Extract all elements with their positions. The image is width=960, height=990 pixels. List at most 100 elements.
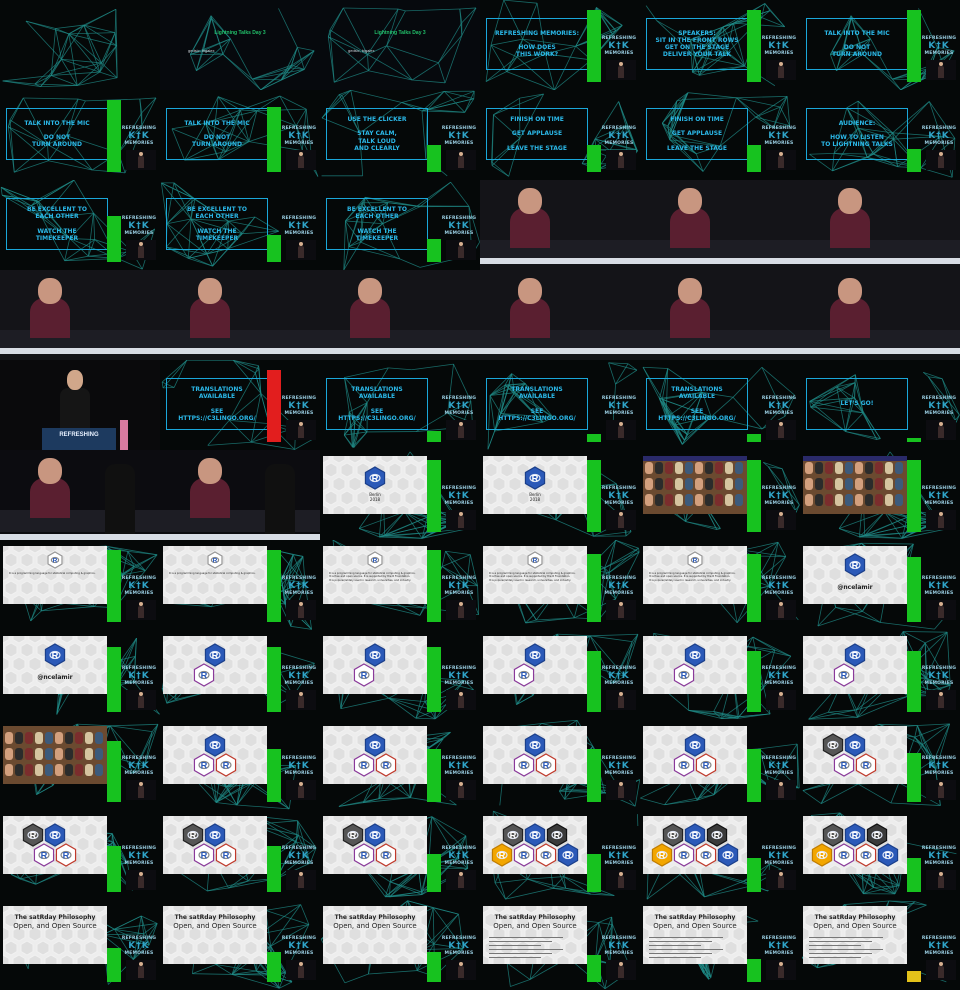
thumbnail-tile[interactable]: REFRESHING K†K MEMORIES: [800, 450, 960, 540]
thumbnail-tile[interactable]: REFRESHING: [0, 360, 160, 450]
presenter-head: [38, 278, 62, 304]
thumbnail-tile[interactable]: TALK INTO THE MIC DO NOT TURN AROUND REFR…: [0, 90, 160, 180]
thumbnail-tile[interactable]: [0, 0, 160, 90]
thumbnail-tile[interactable]: R R R R REFRESHING K†K MEMORIES: [320, 810, 480, 900]
thumbnail-tile[interactable]: [640, 270, 800, 360]
thumbnail-tile[interactable]: The satRday Philosophy Open, and Open Sou…: [320, 900, 480, 990]
logo-top-text: REFRESHING: [441, 126, 477, 131]
stage-scene: [640, 180, 800, 270]
thumbnail-tile[interactable]: R R REFRESHING K†K MEMORIES: [320, 630, 480, 720]
talk-subtitle: gedsic, bigalex: [188, 48, 215, 53]
event-logo: REFRESHING K†K MEMORIES: [438, 666, 480, 686]
crowd-person: [75, 732, 83, 744]
thumbnail-tile[interactable]: Lightning Talks Day 3 gedsic, bigalex: [160, 0, 320, 90]
crowd-person: [55, 732, 63, 744]
thumbnail-tile[interactable]: REFRESHING K†K MEMORIES: [0, 720, 160, 810]
thumbnail-tile[interactable]: FINISH ON TIME GET APPLAUSE LEAVE THE ST…: [480, 90, 640, 180]
thumbnail-tile[interactable]: [640, 180, 800, 270]
thumbnail-tile[interactable]: R R REFRESHING K†K MEMORIES: [800, 630, 960, 720]
thumbnail-tile[interactable]: R Berlin 2018 REFRESHING K†K MEMORIES: [480, 450, 640, 540]
slide-caption: R is a programming language for statisti…: [169, 572, 256, 575]
crowd-person: [845, 494, 853, 506]
thumbnail-tile[interactable]: [800, 270, 960, 360]
thumbnail-tile[interactable]: R R R REFRESHING K†K MEMORIES: [640, 720, 800, 810]
thumbnail-tile[interactable]: The satRday Philosophy Open, and Open Sou…: [160, 900, 320, 990]
thumbnail-tile[interactable]: BE EXCELLENT TO EACH OTHER WATCH THE TIM…: [0, 180, 160, 270]
thumbnail-tile[interactable]: REFRESHING K†K MEMORIES: [640, 450, 800, 540]
thumbnail-tile[interactable]: R R R R REFRESHING K†K MEMORIES: [0, 810, 160, 900]
thumbnail-tile[interactable]: [0, 450, 160, 540]
thumbnail-tile[interactable]: [800, 180, 960, 270]
logo-top-text: REFRESHING: [601, 756, 637, 761]
thumbnail-tile[interactable]: BE EXCELLENT TO EACH OTHER WATCH THE TIM…: [320, 180, 480, 270]
slide-content: The satRday Philosophy Open, and Open Sou…: [483, 906, 587, 964]
thumbnail-tile[interactable]: The satRday Philosophy Open, and Open Sou…: [800, 900, 960, 990]
speaker-head: [939, 692, 943, 696]
thumbnail-tile[interactable]: R R R REFRESHING K†K MEMORIES: [320, 720, 480, 810]
r-hex-white-icon: R: [673, 843, 695, 867]
thumbnail-tile[interactable]: REFRESHING MEMORIES: HOW DOES THIS WORK?…: [480, 0, 640, 90]
thumbnail-tile[interactable]: R R REFRESHING K†K MEMORIES: [480, 630, 640, 720]
thumbnail-tile[interactable]: R R is a programming language for statist…: [480, 540, 640, 630]
thumbnail-tile[interactable]: R @ncelamir REFRESHING K†K MEMORIES: [800, 540, 960, 630]
thumbnail-tile[interactable]: R R R REFRESHING K†K MEMORIES: [480, 720, 640, 810]
r-hex-white-icon: R: [673, 753, 695, 777]
thumbnail-tile[interactable]: TALK INTO THE MIC DO NOT TURN AROUND REFR…: [800, 0, 960, 90]
thumbnail-tile[interactable]: R R is a programming language for statist…: [0, 540, 160, 630]
thumbnail-tile[interactable]: TRANSLATIONS AVAILABLE SEE https://c3lin…: [320, 360, 480, 450]
thumbnail-tile[interactable]: [480, 180, 640, 270]
thumbnail-tile[interactable]: [480, 270, 640, 360]
thumbnail-tile[interactable]: R R is a programming language for statist…: [640, 540, 800, 630]
thumbnail-tile[interactable]: [0, 270, 160, 360]
thumbnail-tile[interactable]: The satRday Philosophy Open, and Open Sou…: [0, 900, 160, 990]
thumbnail-tile[interactable]: TRANSLATIONS AVAILABLE SEE https://c3lin…: [640, 360, 800, 450]
thumbnail-tile[interactable]: R R R R REFRESHING K†K MEMORIES: [160, 810, 320, 900]
speaker-head: [779, 512, 783, 516]
thumbnail-tile[interactable]: TRANSLATIONS AVAILABLE SEE https://c3lin…: [480, 360, 640, 450]
speaker-pip: [446, 240, 476, 260]
slide-frame: SPEAKERS: SIT IN THE FRONT ROWS GET ON T…: [646, 18, 748, 70]
thumbnail-tile[interactable]: Lightning Talks Day 3 gedsic, bigalex: [320, 0, 480, 90]
thumbnail-tile[interactable]: R R is a programming language for statist…: [320, 540, 480, 630]
thumbnail-tile[interactable]: USE THE CLICKER STAY CALM, TALK LOUD AND…: [320, 90, 480, 180]
speaker-pip: [926, 420, 956, 440]
thumbnail-tile[interactable]: R R R R R R R REFRESHING K†K MEMORIES: [640, 810, 800, 900]
thumbnail-tile[interactable]: SPEAKERS: SIT IN THE FRONT ROWS GET ON T…: [640, 0, 800, 90]
thumbnail-tile[interactable]: BE EXCELLENT TO EACH OTHER WATCH THE TIM…: [160, 180, 320, 270]
logo-bottom-text: MEMORIES: [764, 771, 794, 776]
thumbnail-tile[interactable]: R R R R R R R REFRESHING K†K MEMORIES: [800, 810, 960, 900]
slide-content: R R is a programming language for statist…: [483, 546, 587, 604]
crowd-person: [65, 732, 73, 744]
speaker-pip: [126, 780, 156, 800]
thumbnail-tile[interactable]: LET'S GO! REFRESHING K†K MEMORIES: [800, 360, 960, 450]
thumbnail-tile[interactable]: [320, 270, 480, 360]
thumbnail-tile[interactable]: R Berlin 2018 REFRESHING K†K MEMORIES: [320, 450, 480, 540]
speaker-pip: [606, 420, 636, 440]
speaker-pip: [606, 510, 636, 530]
thumbnail-tile[interactable]: R R is a programming language for statist…: [160, 540, 320, 630]
slide-text: TRANSLATIONS AVAILABLE SEE https://c3lin…: [178, 385, 256, 422]
event-logo: REFRESHING K†K MEMORIES: [438, 216, 480, 236]
thumbnail-tile[interactable]: The satRday Philosophy Open, and Open Sou…: [640, 900, 800, 990]
thumbnail-tile[interactable]: The satRday Philosophy Open, and Open Sou…: [480, 900, 640, 990]
svg-text:R: R: [543, 760, 550, 770]
thumbnail-tile[interactable]: R R R R R R R REFRESHING K†K MEMORIES: [480, 810, 640, 900]
thumbnail-tile[interactable]: R R R REFRESHING K†K MEMORIES: [160, 720, 320, 810]
thumbnail-tile[interactable]: R @ncelamir REFRESHING K†K MEMORIES: [0, 630, 160, 720]
stage-rail: [640, 348, 800, 354]
speaker-body: [778, 156, 784, 168]
thumbnail-tile[interactable]: R R R R REFRESHING K†K MEMORIES: [800, 720, 960, 810]
speaker-body: [938, 786, 944, 798]
thumbnail-tile[interactable]: R R REFRESHING K†K MEMORIES: [160, 630, 320, 720]
thumbnail-tile[interactable]: TALK INTO THE MIC DO NOT TURN AROUND REFR…: [160, 90, 320, 180]
thumbnail-tile[interactable]: TRANSLATIONS AVAILABLE SEE https://c3lin…: [160, 360, 320, 450]
thumbnail-tile[interactable]: R R REFRESHING K†K MEMORIES: [640, 630, 800, 720]
thumbnail-tile[interactable]: FINISH ON TIME GET APPLAUSE LEAVE THE ST…: [640, 90, 800, 180]
thumbnail-tile[interactable]: [160, 450, 320, 540]
logo-mark: K†K: [128, 581, 150, 591]
logo-bottom-text: MEMORIES: [284, 141, 314, 146]
network-background: [645, 3, 786, 87]
crowd-person: [35, 748, 43, 760]
thumbnail-tile[interactable]: [160, 270, 320, 360]
thumbnail-tile[interactable]: AUDIENCE: HOW TO LISTEN TO LIGHTNING TAL…: [800, 90, 960, 180]
